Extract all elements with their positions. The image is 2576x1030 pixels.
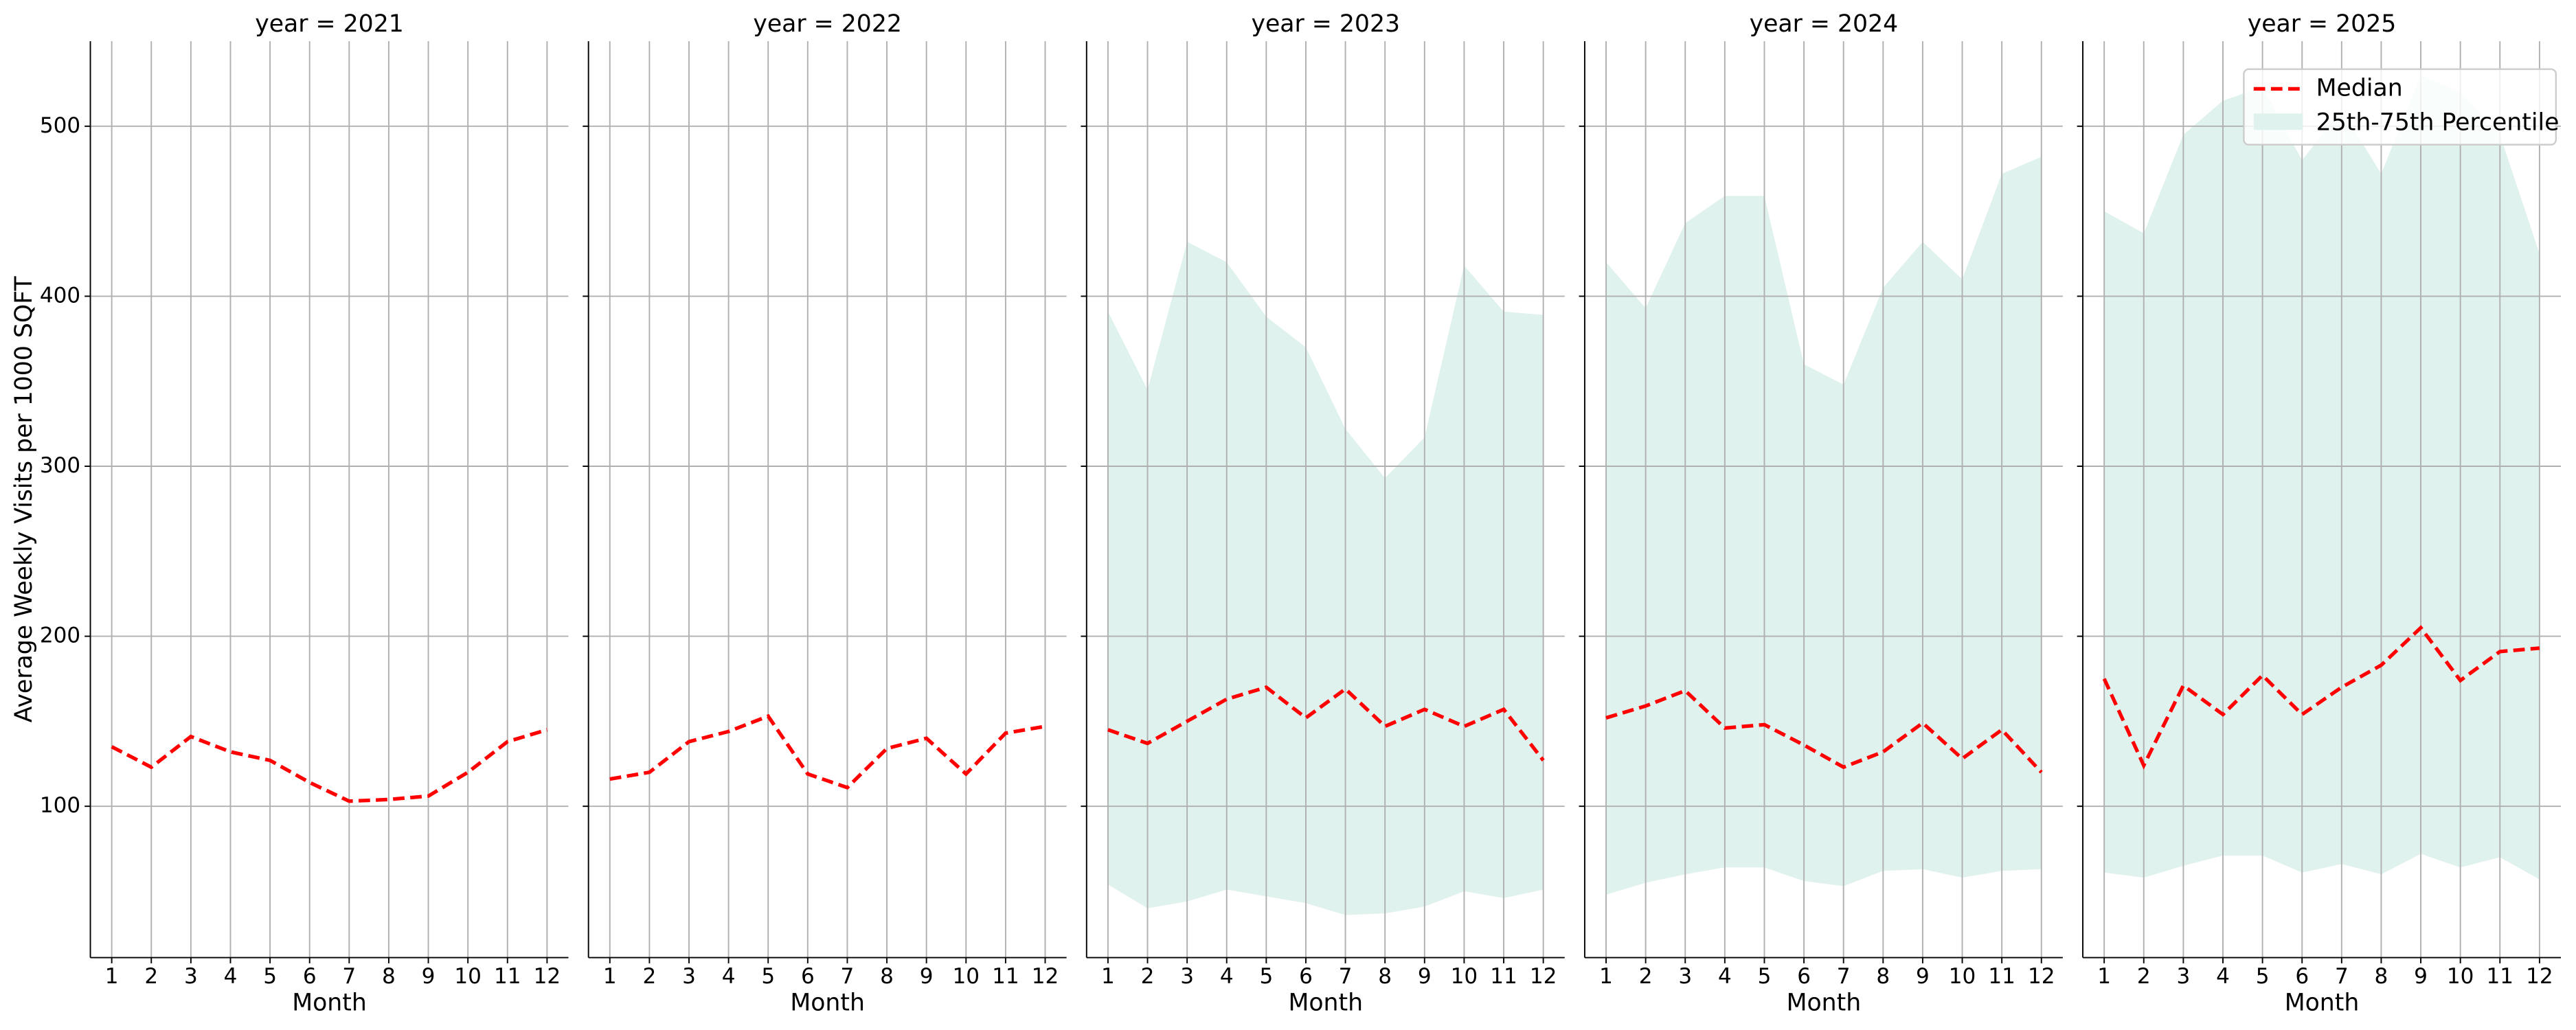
percentile-band bbox=[1107, 242, 1544, 915]
x-tick-label: 7 bbox=[841, 964, 855, 989]
x-tick-label: 10 bbox=[1949, 964, 1976, 989]
x-tick-label: 1 bbox=[603, 964, 617, 989]
x-tick-label: 1 bbox=[105, 964, 119, 989]
x-axis-label: Month bbox=[1288, 989, 1363, 1016]
percentile-band bbox=[1606, 157, 2042, 895]
x-tick-label: 1 bbox=[2097, 964, 2111, 989]
x-tick-label: 5 bbox=[263, 964, 277, 989]
x-tick-label: 11 bbox=[494, 964, 521, 989]
x-tick-label: 4 bbox=[2216, 964, 2230, 989]
x-tick-label: 4 bbox=[1718, 964, 1732, 989]
x-tick-label: 12 bbox=[2028, 964, 2055, 989]
y-axis-label: Average Weekly Visits per 1000 SQFT bbox=[10, 275, 38, 722]
x-tick-label: 8 bbox=[880, 964, 894, 989]
x-tick-label: 9 bbox=[2414, 964, 2428, 989]
x-tick-label: 10 bbox=[2447, 964, 2474, 989]
x-tick-label: 11 bbox=[2487, 964, 2514, 989]
x-axis-label: Month bbox=[292, 989, 367, 1016]
legend-label: 25th-75th Percentile bbox=[2316, 109, 2560, 137]
y-tick-label: 400 bbox=[40, 283, 80, 308]
x-tick-label: 4 bbox=[722, 964, 736, 989]
x-tick-label: 8 bbox=[1378, 964, 1392, 989]
percentile-band bbox=[2104, 75, 2540, 880]
x-tick-label: 6 bbox=[1299, 964, 1313, 989]
y-tick-label: 100 bbox=[40, 793, 80, 818]
x-tick-label: 5 bbox=[761, 964, 775, 989]
panel-title: year = 2023 bbox=[1251, 10, 1400, 38]
panel-title: year = 2021 bbox=[255, 10, 404, 38]
x-tick-label: 9 bbox=[920, 964, 934, 989]
x-tick-label: 8 bbox=[382, 964, 396, 989]
median-line bbox=[1107, 685, 1545, 762]
legend-swatch bbox=[2253, 113, 2303, 130]
x-tick-label: 6 bbox=[2295, 964, 2309, 989]
x-tick-label: 5 bbox=[1259, 964, 1273, 989]
legend-label: Median bbox=[2316, 74, 2403, 102]
x-axis-label: Month bbox=[1787, 989, 1862, 1016]
panel-title: year = 2024 bbox=[1750, 10, 1899, 38]
x-tick-label: 11 bbox=[1988, 964, 2015, 989]
x-tick-label: 3 bbox=[184, 964, 198, 989]
x-tick-label: 1 bbox=[1599, 964, 1613, 989]
x-tick-label: 6 bbox=[801, 964, 815, 989]
x-tick-label: 3 bbox=[1678, 964, 1692, 989]
x-tick-label: 12 bbox=[1032, 964, 1059, 989]
x-tick-label: 3 bbox=[1180, 964, 1194, 989]
x-tick-label: 3 bbox=[682, 964, 696, 989]
x-tick-label: 7 bbox=[1339, 964, 1353, 989]
x-tick-label: 5 bbox=[1758, 964, 1772, 989]
x-tick-label: 2 bbox=[144, 964, 158, 989]
x-tick-label: 3 bbox=[2176, 964, 2190, 989]
median-line bbox=[2102, 625, 2540, 770]
x-tick-label: 11 bbox=[992, 964, 1019, 989]
median-line bbox=[1605, 688, 2043, 774]
x-tick-label: 2 bbox=[1639, 964, 1653, 989]
x-tick-label: 2 bbox=[2137, 964, 2151, 989]
x-tick-label: 7 bbox=[1837, 964, 1851, 989]
x-tick-label: 4 bbox=[224, 964, 238, 989]
x-tick-label: 12 bbox=[2526, 964, 2553, 989]
legend-box bbox=[2243, 68, 2557, 146]
x-tick-label: 8 bbox=[2375, 964, 2388, 989]
x-tick-label: 9 bbox=[422, 964, 436, 989]
x-tick-label: 11 bbox=[1490, 964, 1517, 989]
x-tick-label: 2 bbox=[1141, 964, 1155, 989]
x-tick-label: 12 bbox=[1530, 964, 1557, 989]
y-tick-label: 200 bbox=[40, 623, 80, 648]
x-tick-label: 9 bbox=[1916, 964, 1930, 989]
x-tick-label: 12 bbox=[534, 964, 561, 989]
x-tick-label: 8 bbox=[1876, 964, 1890, 989]
median-line bbox=[111, 728, 548, 803]
x-axis-label: Month bbox=[2285, 989, 2360, 1016]
x-tick-label: 7 bbox=[342, 964, 356, 989]
y-tick-label: 500 bbox=[40, 113, 80, 138]
x-tick-label: 10 bbox=[1451, 964, 1478, 989]
x-tick-label: 7 bbox=[2335, 964, 2349, 989]
x-tick-label: 2 bbox=[642, 964, 656, 989]
x-tick-label: 4 bbox=[1220, 964, 1234, 989]
x-tick-label: 6 bbox=[303, 964, 317, 989]
panel-title: year = 2025 bbox=[2248, 10, 2397, 38]
panel-title: year = 2022 bbox=[753, 10, 902, 38]
y-tick-label: 300 bbox=[40, 453, 80, 478]
x-tick-label: 6 bbox=[1797, 964, 1811, 989]
x-tick-label: 1 bbox=[1101, 964, 1115, 989]
x-tick-label: 10 bbox=[953, 964, 980, 989]
x-tick-label: 9 bbox=[1418, 964, 1432, 989]
x-tick-label: 10 bbox=[454, 964, 482, 989]
median-line bbox=[609, 713, 1046, 790]
x-tick-label: 5 bbox=[2256, 964, 2270, 989]
x-axis-label: Month bbox=[790, 989, 865, 1016]
